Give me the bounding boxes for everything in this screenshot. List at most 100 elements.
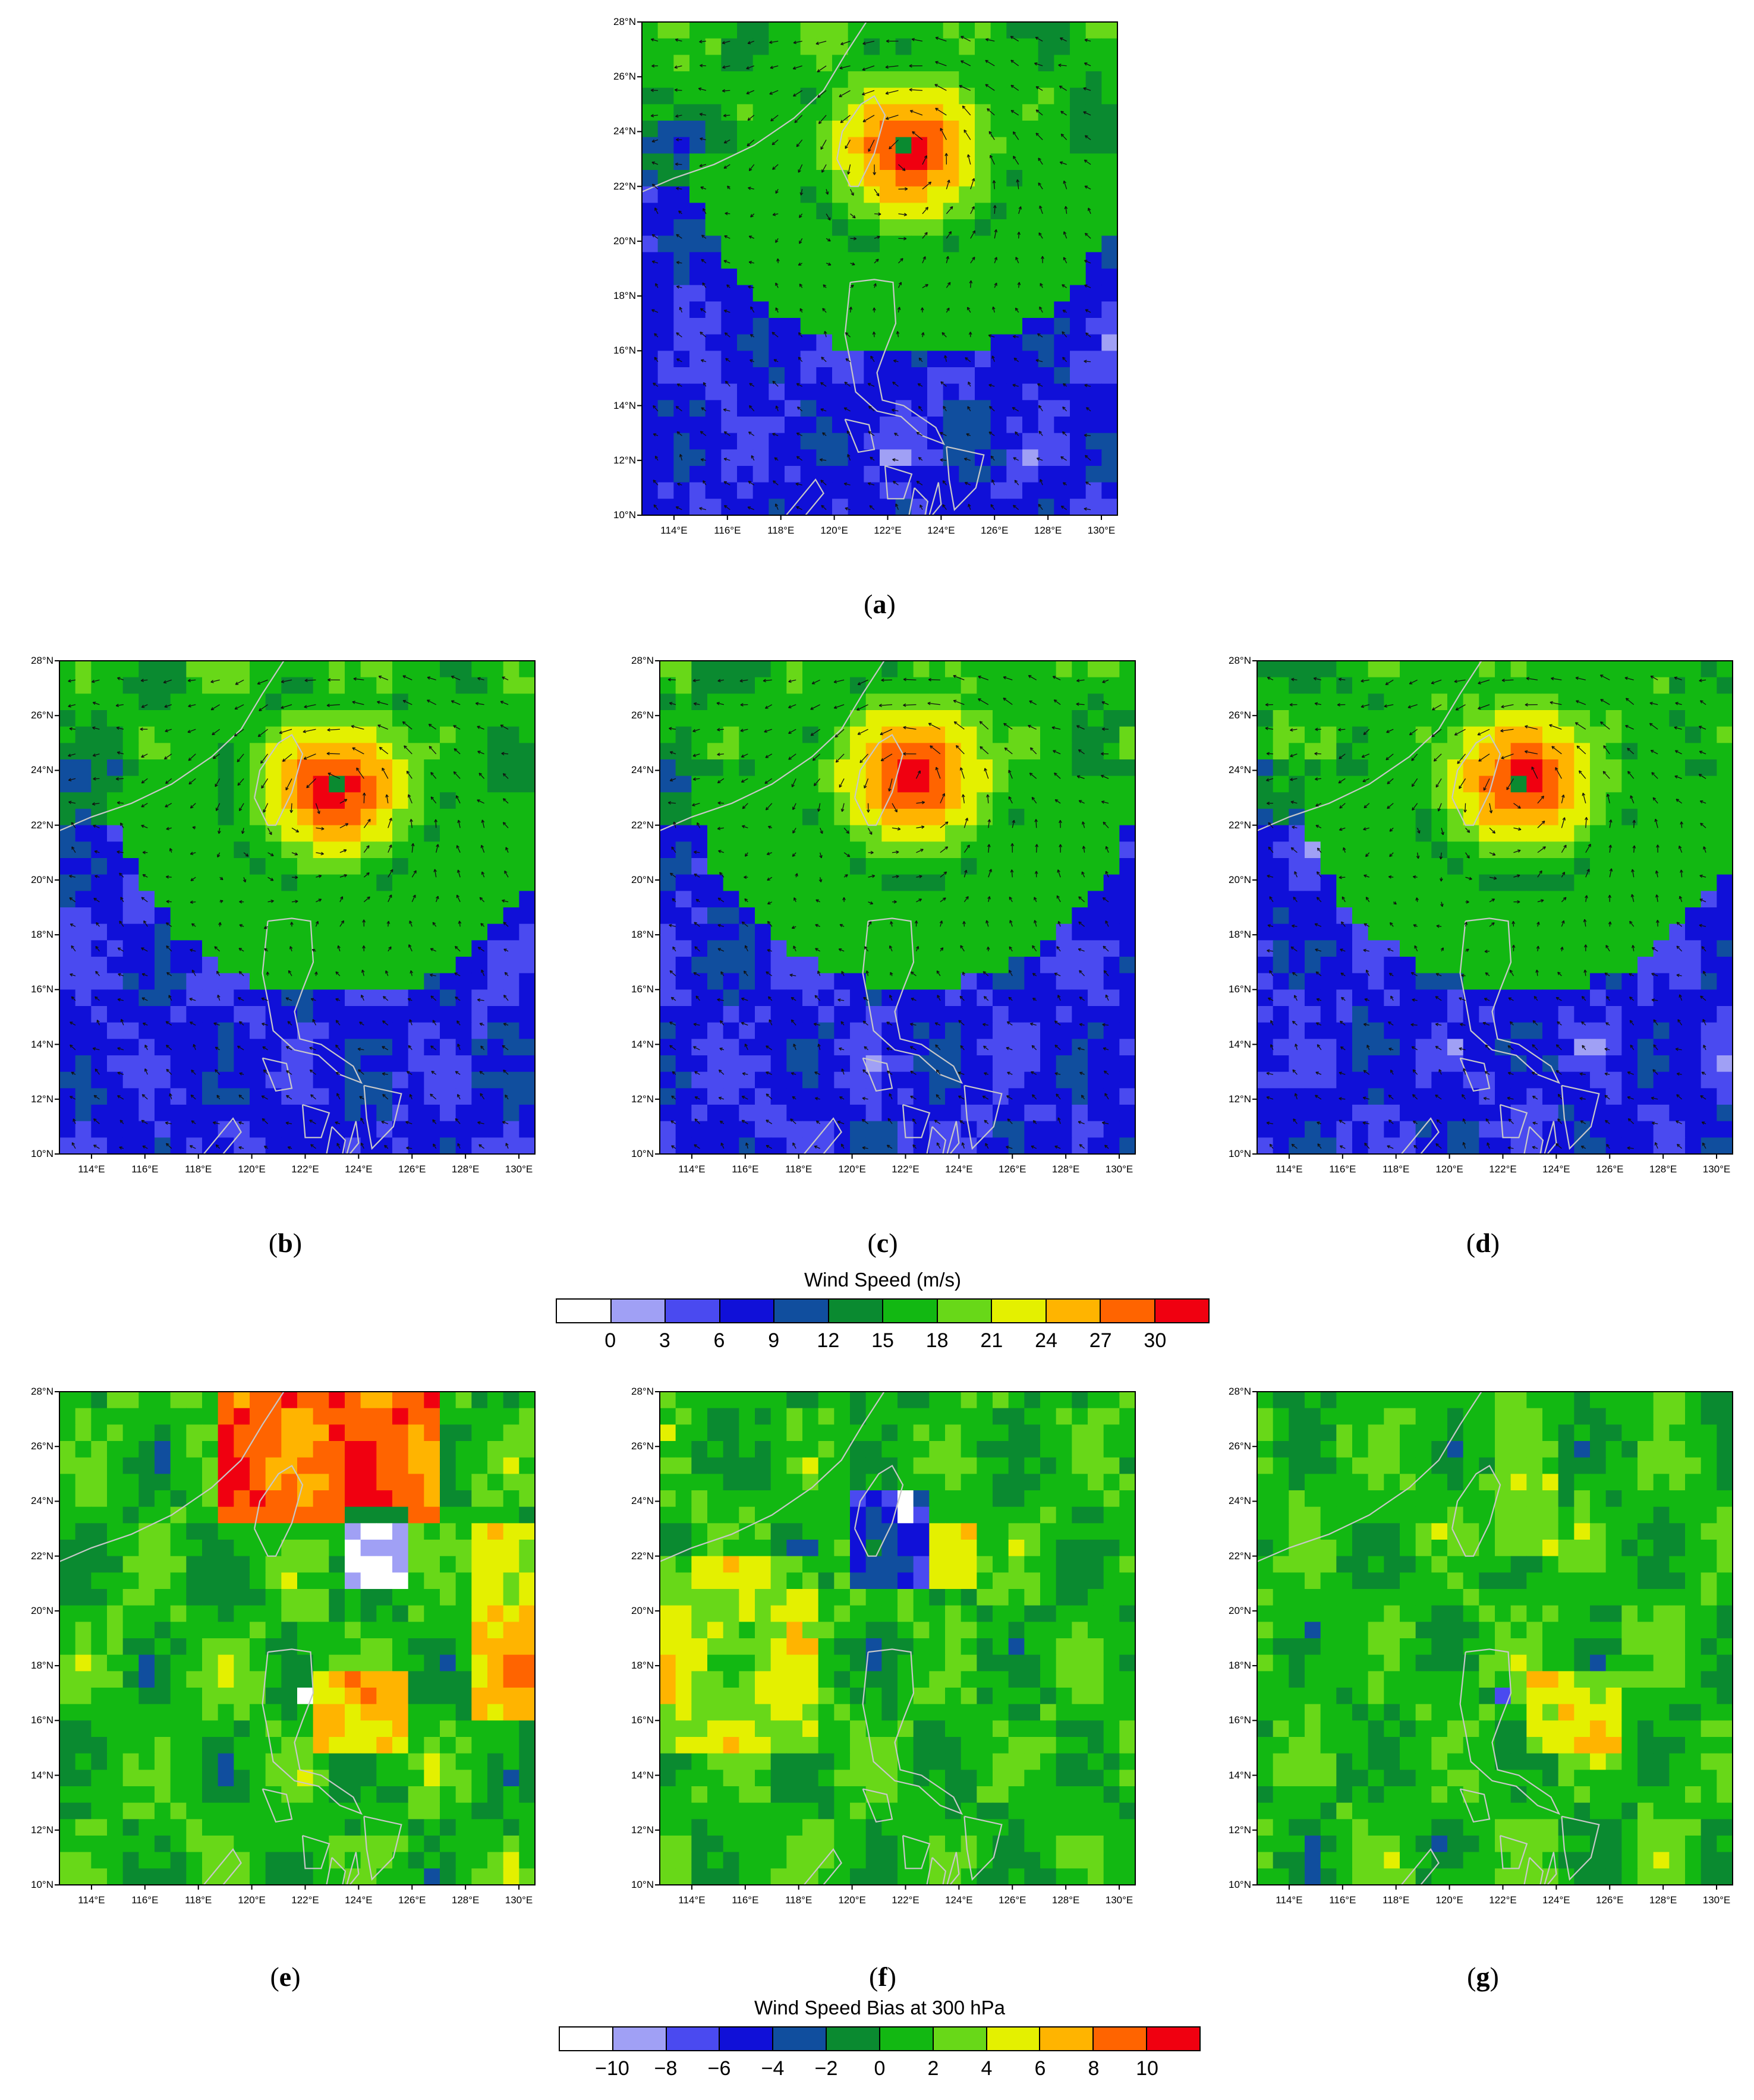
field-cell [1038, 137, 1054, 154]
wind-vector [910, 1070, 917, 1075]
field-cell [864, 417, 880, 434]
field-cell [1590, 891, 1607, 908]
wind-vector [217, 994, 221, 1001]
field-cell [519, 775, 536, 793]
field-cell [455, 923, 472, 941]
field-cell [961, 1006, 977, 1023]
field-cell [59, 841, 76, 859]
field-cell [800, 466, 817, 483]
wind-vector [1625, 725, 1634, 730]
field-cell [1336, 973, 1353, 990]
field-cell [186, 775, 203, 793]
field-cell [1103, 677, 1120, 694]
field-cell [1653, 661, 1670, 678]
field-cell [1056, 1022, 1072, 1039]
wind-vector [141, 1094, 148, 1100]
field-cell [943, 383, 959, 401]
field-cell [880, 121, 896, 138]
field-cell [1006, 71, 1023, 89]
field-cell [1320, 973, 1337, 990]
wind-vector [116, 850, 124, 854]
field-cell [818, 677, 835, 694]
field-cell [471, 726, 488, 743]
field-cell [723, 1121, 739, 1138]
field-cell [1054, 367, 1070, 384]
field-cell [1701, 743, 1717, 760]
field-cell [785, 170, 801, 187]
field-cell [880, 87, 896, 105]
field-cell [1685, 858, 1702, 875]
field-cell [1605, 1006, 1622, 1023]
field-cell [786, 661, 803, 678]
field-cell [898, 792, 914, 809]
field-cell [1638, 825, 1654, 842]
field-cell [75, 1039, 92, 1056]
field-cell [1590, 858, 1607, 875]
field-cell [913, 940, 930, 957]
field-cell [1006, 22, 1023, 39]
field-cell [1653, 907, 1670, 925]
field-cell [657, 269, 674, 286]
field-cell [1542, 989, 1559, 1007]
field-cell [675, 841, 692, 859]
field-cell [455, 792, 472, 809]
field-cell [1638, 1121, 1654, 1138]
field-cell [265, 858, 282, 875]
field-cell [91, 841, 108, 859]
field-cell [59, 858, 76, 875]
wind-vector [260, 753, 269, 764]
wind-vector [862, 1020, 868, 1026]
field-cell [721, 318, 738, 335]
field-cell [424, 693, 440, 711]
field-cell [1101, 417, 1118, 434]
wind-vector [788, 753, 796, 760]
field-cell [1638, 693, 1654, 711]
wind-vector [744, 898, 748, 903]
wind-vector [1550, 701, 1562, 705]
field-cell [503, 940, 519, 957]
wind-vector [1267, 677, 1274, 680]
field-cell [376, 775, 393, 793]
field-cell [657, 482, 674, 499]
field-cell [234, 989, 250, 1007]
field-cell [802, 973, 819, 990]
field-cell [1070, 170, 1087, 187]
field-cell [675, 825, 692, 842]
field-cell [1352, 1039, 1369, 1056]
field-cell [786, 743, 803, 760]
field-cell [313, 809, 329, 826]
wind-vector [692, 679, 700, 682]
field-cell [707, 809, 724, 826]
field-cell [1384, 693, 1400, 711]
field-cell [943, 400, 959, 417]
field-cell [961, 957, 977, 974]
wind-vector [672, 898, 676, 903]
field-cell [1352, 1006, 1369, 1023]
field-cell [186, 989, 203, 1007]
field-cell [913, 710, 930, 727]
wind-vector [700, 186, 707, 190]
field-cell [1040, 809, 1057, 826]
wind-vector [742, 1072, 748, 1076]
field-cell [1526, 957, 1543, 974]
wind-vector [845, 358, 851, 362]
field-cell [313, 940, 329, 957]
wind-vector [983, 996, 989, 1001]
wind-vector [502, 822, 509, 828]
wind-vector [68, 679, 76, 683]
field-cell [1653, 841, 1670, 859]
field-cell [673, 367, 690, 384]
field-cell [75, 1121, 92, 1138]
wind-vector [651, 139, 659, 143]
field-cell [1289, 841, 1305, 859]
field-cell [691, 1055, 708, 1073]
field-cell [1289, 940, 1305, 957]
wind-vector [433, 869, 437, 878]
field-cell [739, 809, 755, 826]
coastline [862, 917, 963, 1084]
field-cell [770, 841, 787, 859]
field-cell [770, 1006, 787, 1023]
wind-vector [166, 827, 172, 831]
field-cell [1415, 973, 1432, 990]
field-cell [961, 726, 977, 743]
